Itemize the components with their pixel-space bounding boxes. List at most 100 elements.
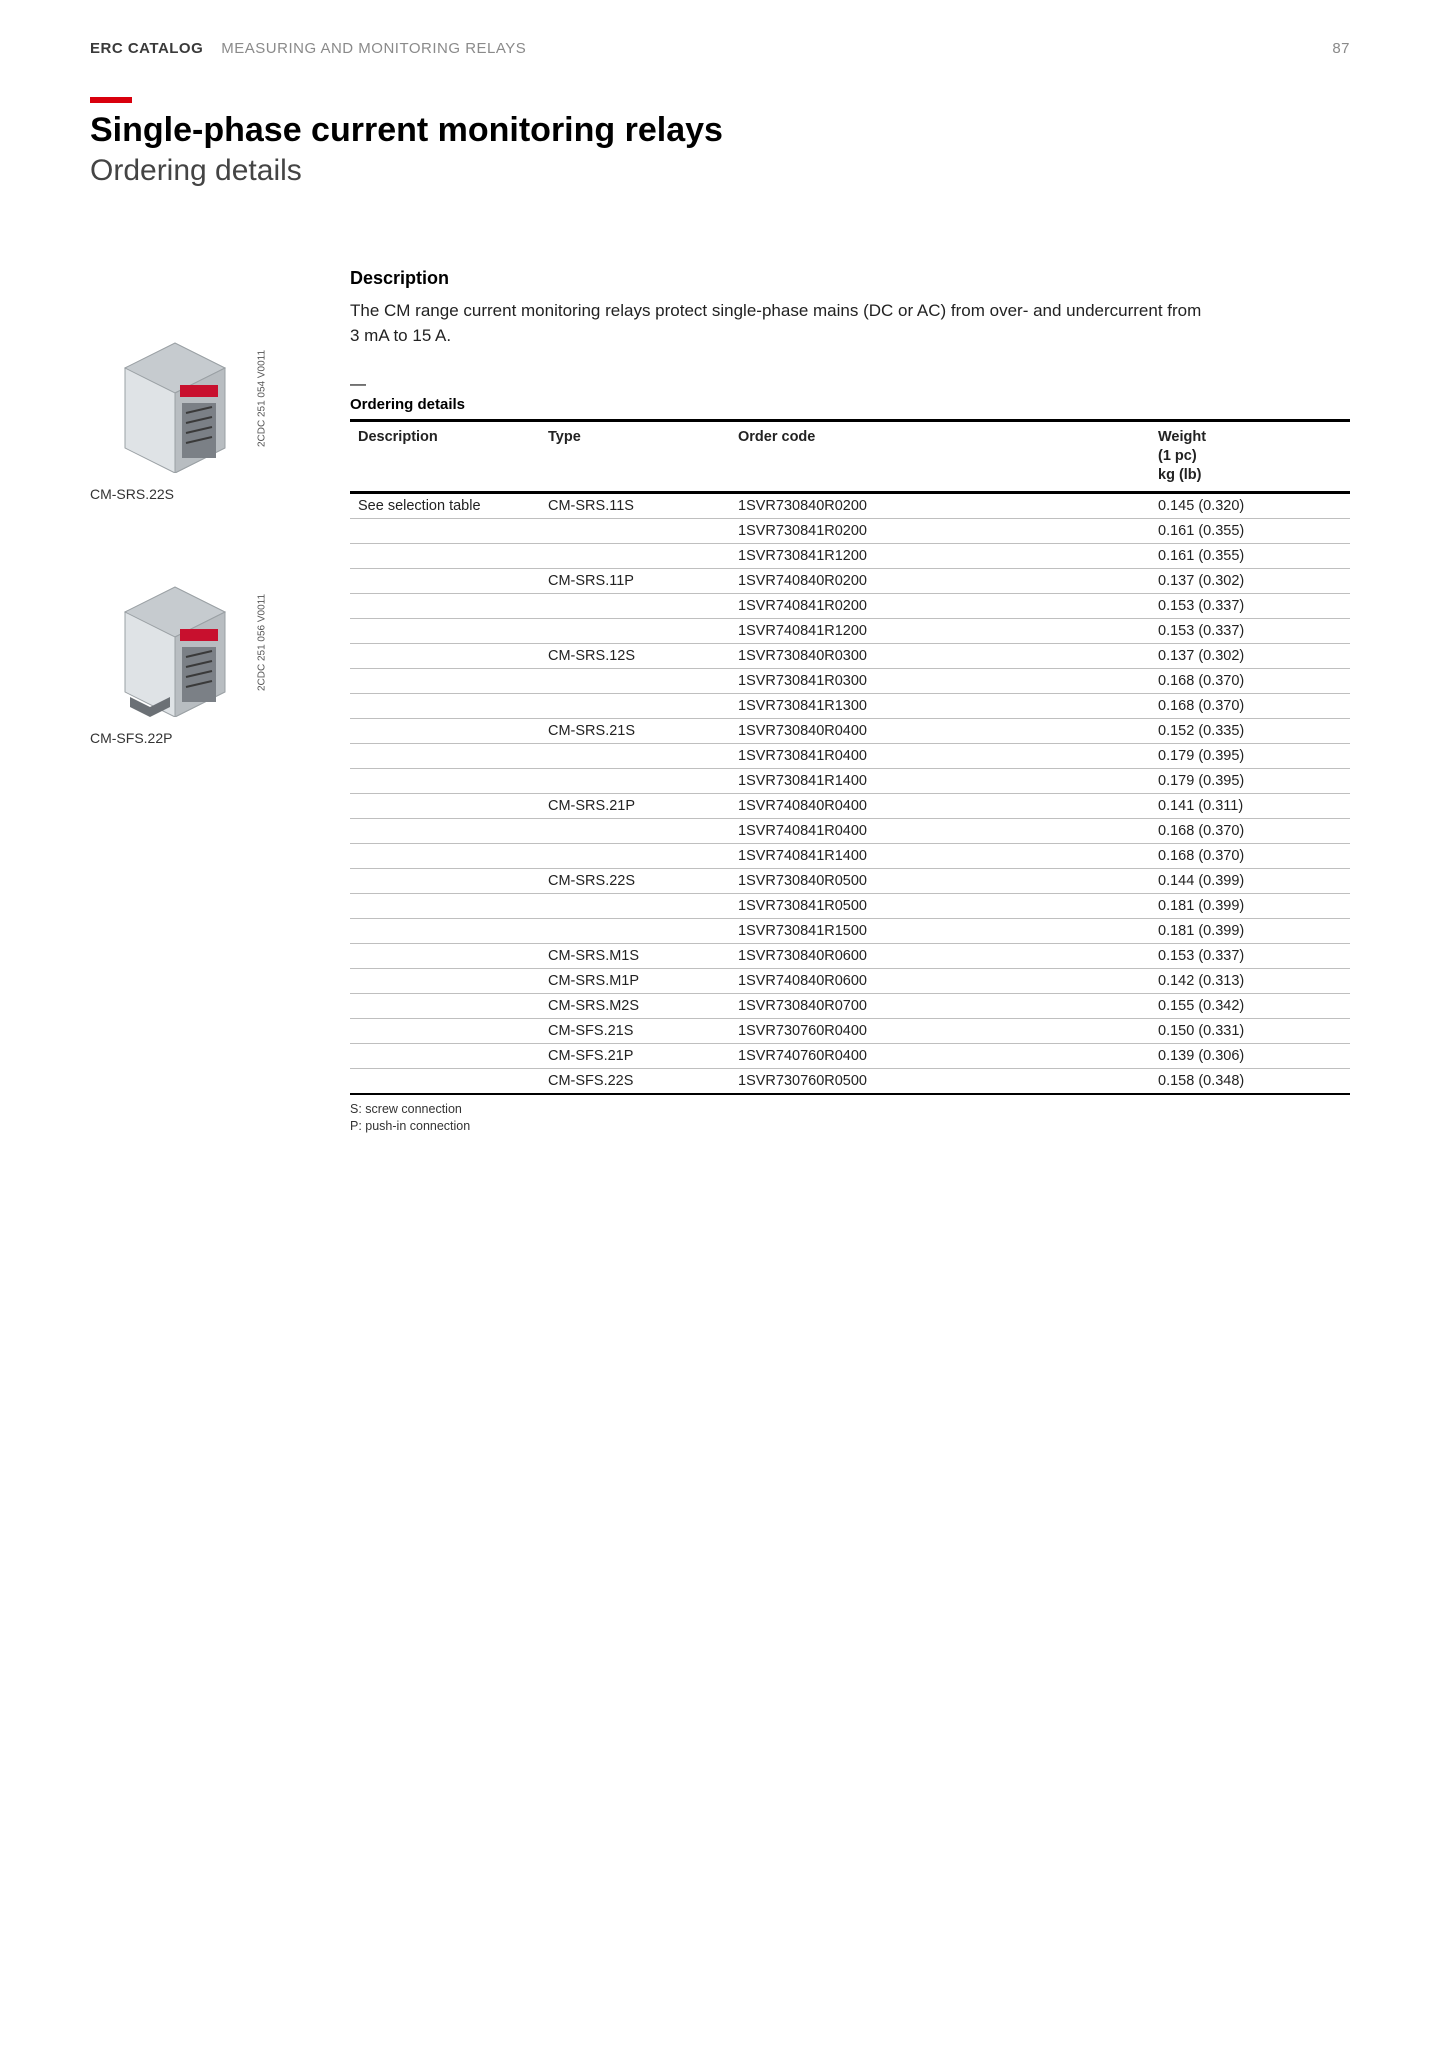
cell-type [540, 893, 730, 918]
cell-type [540, 818, 730, 843]
product-block: 2CDC 251 054 V0011 CM-SRS.22S [90, 308, 310, 502]
table-header-row: Description Type Order code Weight (1 pc… [350, 421, 1350, 493]
table-row: 1SVR730841R02000.161 (0.355) [350, 518, 1350, 543]
cell-desc [350, 843, 540, 868]
cell-type [540, 618, 730, 643]
cell-code: 1SVR740760R0400 [730, 1043, 1150, 1068]
cell-type: CM-SRS.22S [540, 868, 730, 893]
cell-code: 1SVR730841R1500 [730, 918, 1150, 943]
cell-desc [350, 1043, 540, 1068]
product-image: 2CDC 251 056 V0011 [90, 552, 260, 722]
table-row: 1SVR730841R12000.161 (0.355) [350, 543, 1350, 568]
product-label: CM-SFS.22P [90, 730, 310, 746]
description-heading: Description [350, 268, 1350, 289]
cell-type: CM-SRS.M1S [540, 943, 730, 968]
cell-desc [350, 518, 540, 543]
cell-code: 1SVR730760R0500 [730, 1068, 1150, 1094]
table-row: 1SVR730841R14000.179 (0.395) [350, 768, 1350, 793]
cell-desc [350, 893, 540, 918]
cell-weight: 0.153 (0.337) [1150, 943, 1350, 968]
page-subtitle: Ordering details [90, 154, 1350, 188]
table-row: CM-SRS.M1P1SVR740840R06000.142 (0.313) [350, 968, 1350, 993]
table-row: CM-SRS.M1S1SVR730840R06000.153 (0.337) [350, 943, 1350, 968]
image-code: 2CDC 251 056 V0011 [257, 594, 268, 691]
table-row: CM-SRS.11P1SVR740840R02000.137 (0.302) [350, 568, 1350, 593]
cell-desc [350, 1018, 540, 1043]
cell-code: 1SVR740841R1200 [730, 618, 1150, 643]
cell-desc [350, 993, 540, 1018]
cell-weight: 0.168 (0.370) [1150, 818, 1350, 843]
cell-weight: 0.181 (0.399) [1150, 918, 1350, 943]
cell-type: CM-SRS.21S [540, 718, 730, 743]
cell-code: 1SVR740840R0600 [730, 968, 1150, 993]
cell-code: 1SVR730841R1300 [730, 693, 1150, 718]
cell-code: 1SVR730841R1200 [730, 543, 1150, 568]
cell-weight: 0.181 (0.399) [1150, 893, 1350, 918]
cell-code: 1SVR730840R0300 [730, 643, 1150, 668]
cell-code: 1SVR730840R0500 [730, 868, 1150, 893]
col-weight: Weight (1 pc) kg (lb) [1150, 421, 1350, 493]
cell-code: 1SVR730840R0400 [730, 718, 1150, 743]
cell-code: 1SVR730840R0700 [730, 993, 1150, 1018]
cell-weight: 0.161 (0.355) [1150, 543, 1350, 568]
cell-weight: 0.152 (0.335) [1150, 718, 1350, 743]
cell-type [540, 693, 730, 718]
table-body: See selection tableCM-SRS.11S1SVR730840R… [350, 492, 1350, 1094]
table-row: CM-SRS.21P1SVR740840R04000.141 (0.311) [350, 793, 1350, 818]
cell-type [540, 768, 730, 793]
table-row: 1SVR730841R15000.181 (0.399) [350, 918, 1350, 943]
cell-type: CM-SRS.M2S [540, 993, 730, 1018]
table-row: CM-SFS.21P1SVR740760R04000.139 (0.306) [350, 1043, 1350, 1068]
cell-code: 1SVR740841R1400 [730, 843, 1150, 868]
cell-code: 1SVR730841R0500 [730, 893, 1150, 918]
page-number: 87 [1332, 40, 1350, 57]
cell-weight: 0.179 (0.395) [1150, 768, 1350, 793]
cell-code: 1SVR740841R0400 [730, 818, 1150, 843]
cell-desc [350, 618, 540, 643]
cell-code: 1SVR730841R0300 [730, 668, 1150, 693]
table-row: 1SVR740841R04000.168 (0.370) [350, 818, 1350, 843]
cell-desc [350, 793, 540, 818]
cell-type [540, 918, 730, 943]
cell-weight: 0.153 (0.337) [1150, 618, 1350, 643]
relay-icon [100, 557, 250, 717]
table-row: 1SVR730841R05000.181 (0.399) [350, 893, 1350, 918]
col-order-code: Order code [730, 421, 1150, 493]
cell-weight: 0.139 (0.306) [1150, 1043, 1350, 1068]
description-text: The CM range current monitoring relays p… [350, 299, 1210, 348]
cell-desc [350, 968, 540, 993]
cell-weight: 0.145 (0.320) [1150, 492, 1350, 518]
cell-type [540, 518, 730, 543]
product-label: CM-SRS.22S [90, 486, 310, 502]
cell-type: CM-SRS.21P [540, 793, 730, 818]
cell-type: CM-SRS.M1P [540, 968, 730, 993]
cell-code: 1SVR730841R1400 [730, 768, 1150, 793]
table-row: CM-SRS.21S1SVR730840R04000.152 (0.335) [350, 718, 1350, 743]
image-code: 2CDC 251 054 V0011 [257, 350, 268, 447]
cell-weight: 0.158 (0.348) [1150, 1068, 1350, 1094]
cell-weight: 0.155 (0.342) [1150, 993, 1350, 1018]
page-title: Single-phase current monitoring relays [90, 111, 1350, 150]
col-description: Description [350, 421, 540, 493]
cell-desc [350, 543, 540, 568]
product-block: 2CDC 251 056 V0011 CM-SFS.22P [90, 552, 310, 746]
sidebar: 2CDC 251 054 V0011 CM-SRS.22S 2CD [90, 268, 310, 796]
cell-code: 1SVR730760R0400 [730, 1018, 1150, 1043]
cell-weight: 0.161 (0.355) [1150, 518, 1350, 543]
accent-dash [90, 97, 132, 103]
table-row: 1SVR740841R14000.168 (0.370) [350, 843, 1350, 868]
cell-type [540, 593, 730, 618]
footnote: P: push-in connection [350, 1118, 1350, 1136]
ordering-table: Description Type Order code Weight (1 pc… [350, 419, 1350, 1095]
cell-weight: 0.153 (0.337) [1150, 593, 1350, 618]
cell-type: CM-SRS.11S [540, 492, 730, 518]
table-row: CM-SRS.22S1SVR730840R05000.144 (0.399) [350, 868, 1350, 893]
main-content: Description The CM range current monitor… [350, 268, 1350, 1136]
cell-type: CM-SFS.21S [540, 1018, 730, 1043]
table-row: CM-SFS.22S1SVR730760R05000.158 (0.348) [350, 1068, 1350, 1094]
footnote: S: screw connection [350, 1101, 1350, 1119]
cell-desc [350, 718, 540, 743]
col-type: Type [540, 421, 730, 493]
header-catalog: ERC CATALOG [90, 40, 203, 57]
cell-type [540, 668, 730, 693]
